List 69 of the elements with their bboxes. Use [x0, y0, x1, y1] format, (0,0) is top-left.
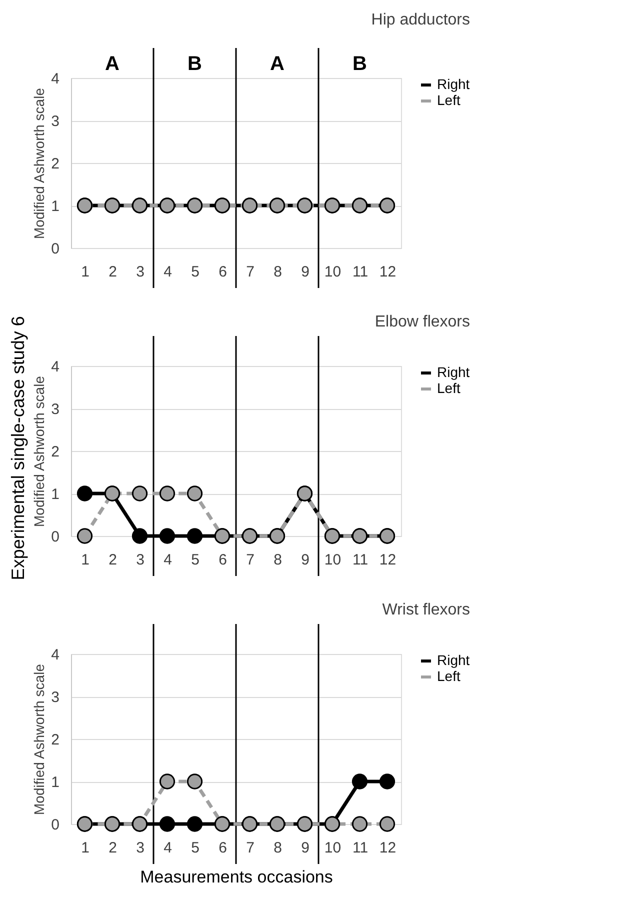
x-tick-label: 3 [136, 552, 144, 568]
x-tick-label: 2 [108, 840, 117, 856]
x-tick-label: 8 [274, 840, 282, 856]
y-tick-label: 1 [51, 774, 60, 791]
x-tick-label: 5 [191, 552, 200, 568]
x-tick-label: 11 [352, 264, 368, 280]
x-tick-label: 3 [136, 840, 144, 856]
legend-label: Left [437, 92, 460, 108]
y-tick-label: 3 [51, 113, 60, 130]
chart-title: Wrist flexors [382, 601, 470, 618]
x-tick-label: 12 [379, 840, 396, 856]
x-tick-label: 10 [324, 840, 342, 856]
y-tick-label: 2 [51, 444, 60, 460]
y-tick-label: 0 [51, 240, 60, 258]
x-tick-label: 2 [108, 552, 117, 568]
x-tick-label: 6 [218, 264, 227, 280]
legend-label: Left [437, 380, 460, 396]
x-axis-title: Measurements occasions [140, 868, 333, 886]
x-tick-label: 7 [246, 264, 254, 280]
x-tick-label: 7 [246, 552, 254, 568]
text: B [352, 53, 367, 75]
x-tick-label: 9 [301, 552, 310, 568]
y-tick-label: 1 [51, 198, 60, 215]
x-tick-label: 6 [218, 552, 227, 568]
x-tick-label: 9 [301, 264, 310, 280]
y-tick-label: 4 [51, 646, 60, 664]
x-tick-label: 12 [379, 552, 396, 568]
legend-label: Right [437, 76, 470, 92]
y-tick-label: 3 [51, 689, 60, 706]
x-tick-label: 9 [301, 840, 310, 856]
chart-title: Elbow flexors [374, 313, 470, 330]
x-tick-label: 5 [191, 264, 200, 280]
x-tick-label: 5 [191, 840, 200, 856]
chart-title: Hip adductors [371, 11, 470, 28]
y-axis-title: Modified Ashworth scale [31, 664, 48, 815]
x-tick-label: 1 [81, 552, 90, 568]
x-tick-label: 11 [352, 840, 368, 856]
x-tick-label: 1 [81, 840, 90, 856]
x-tick-label: 4 [164, 264, 172, 280]
text: Experimental single-case study 6 [8, 316, 28, 580]
y-axis-title: Modified Ashworth scale [31, 376, 48, 527]
y-tick-label: 1 [51, 486, 60, 503]
legend-label: Right [437, 364, 470, 380]
x-tick-label: 8 [274, 264, 282, 280]
x-tick-label: 7 [246, 840, 254, 856]
y-tick-label: 2 [51, 156, 60, 172]
x-tick-label: 10 [324, 264, 342, 280]
y-tick-label: 0 [51, 528, 60, 546]
x-tick-label: 8 [274, 552, 282, 568]
x-tick-label: 3 [136, 264, 144, 280]
text: A [270, 53, 284, 75]
legend-label: Left [437, 668, 460, 684]
text: B [188, 53, 202, 75]
y-tick-label: 0 [51, 816, 60, 834]
y-tick-label: 4 [51, 70, 60, 88]
y-tick-label: 3 [51, 401, 60, 418]
x-tick-label: 1 [81, 264, 90, 280]
x-tick-label: 4 [164, 552, 172, 568]
y-tick-label: 4 [51, 358, 60, 376]
text: A [105, 53, 120, 75]
legend-label: Right [437, 652, 470, 668]
y-axis-title: Modified Ashworth scale [31, 88, 48, 239]
x-tick-label: 12 [379, 264, 396, 280]
x-tick-label: 10 [324, 552, 342, 568]
x-tick-label: 6 [218, 840, 227, 856]
y-tick-label: 2 [51, 732, 60, 748]
x-tick-label: 2 [108, 264, 117, 280]
x-tick-label: 4 [164, 840, 172, 856]
x-tick-label: 11 [352, 552, 368, 568]
